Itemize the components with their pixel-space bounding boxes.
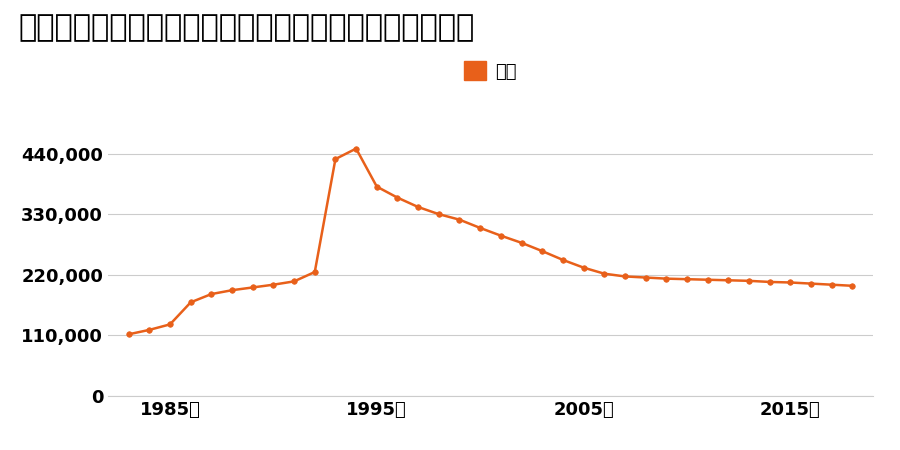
Text: 大阪府大阪市大正区南泉尾町２丁目７０番外の地価推移: 大阪府大阪市大正区南泉尾町２丁目７０番外の地価推移 [18, 14, 474, 42]
Legend: 価格: 価格 [457, 54, 524, 88]
